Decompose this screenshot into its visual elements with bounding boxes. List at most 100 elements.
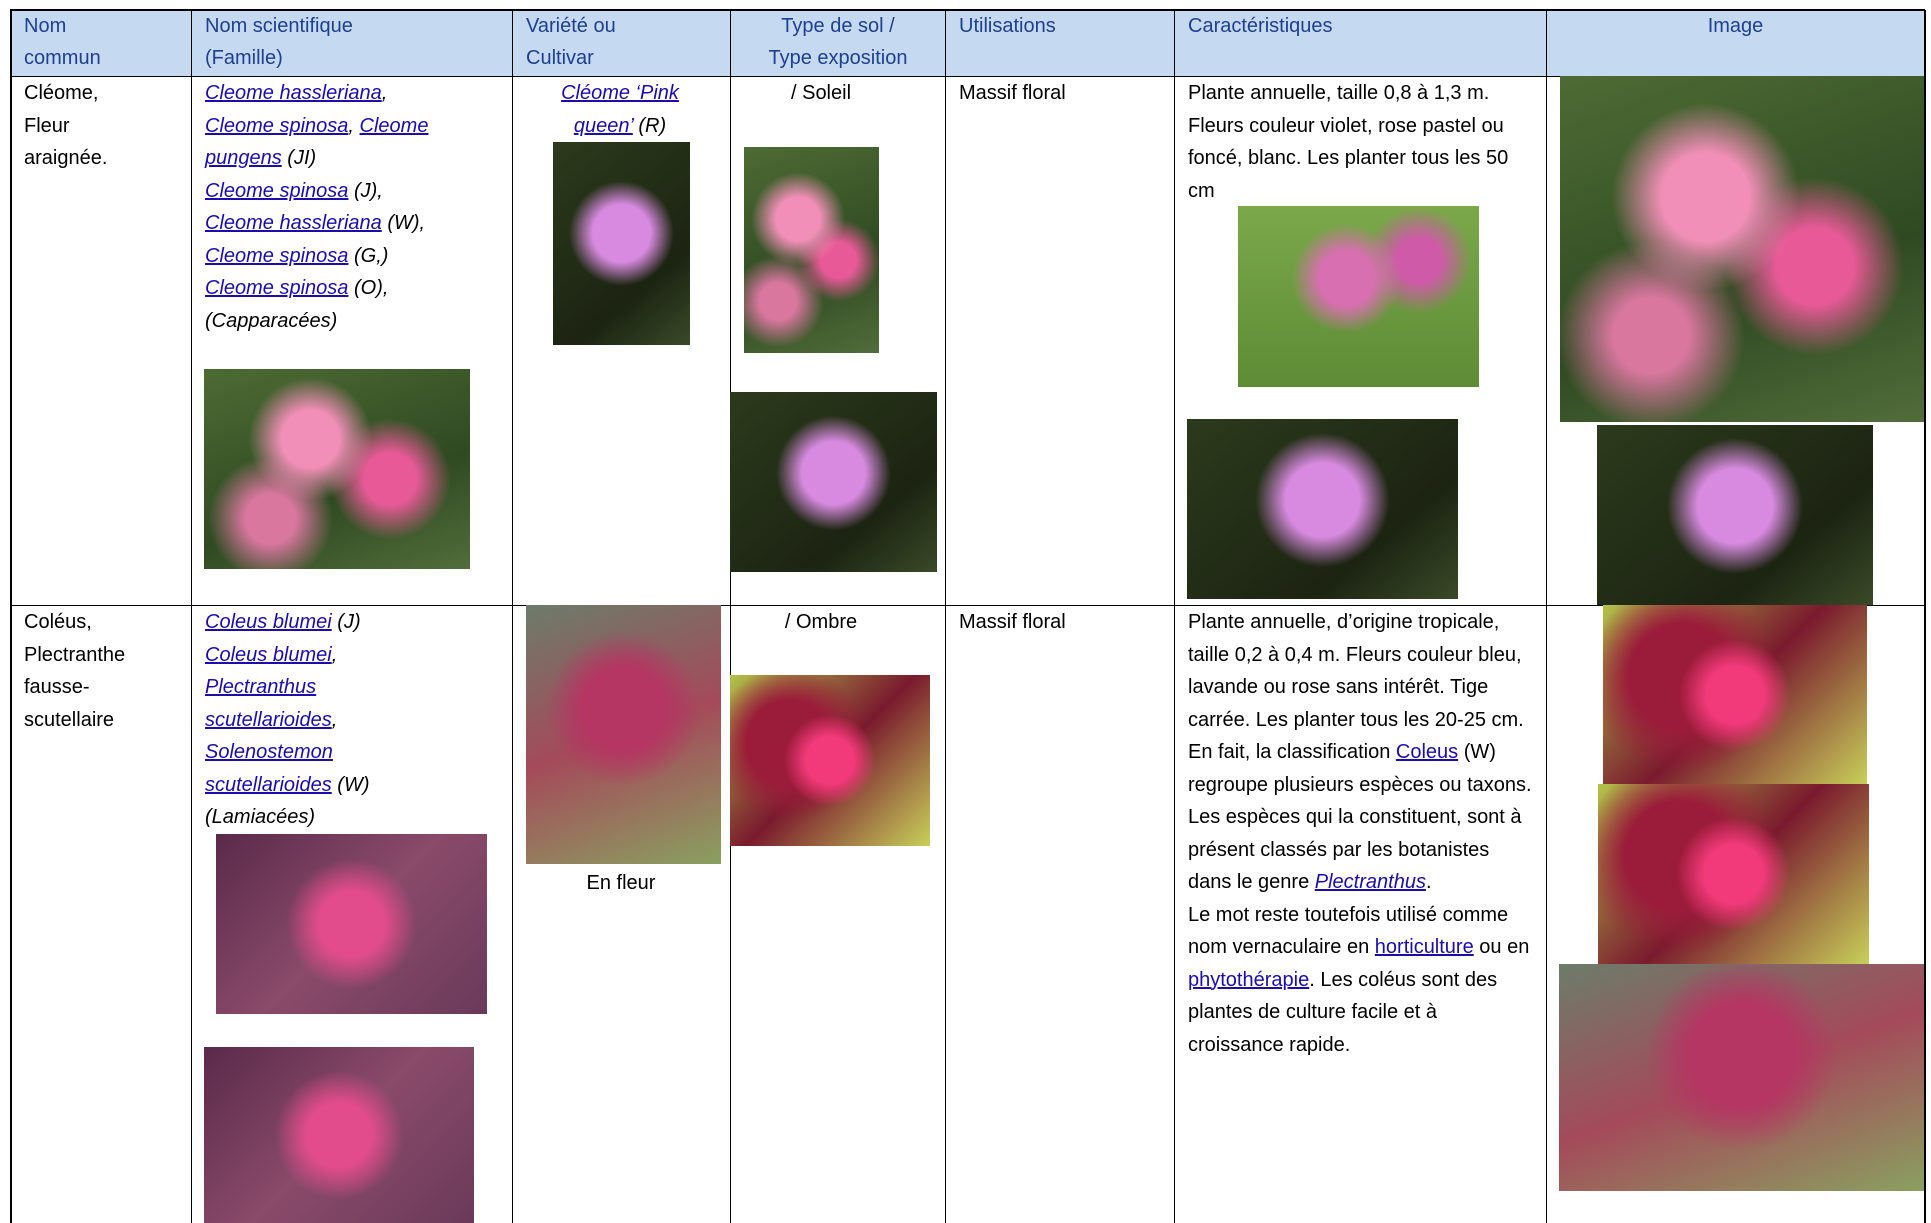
text: (W) regroupe plusieurs espèces ou taxons… [1188,741,1532,893]
text: fausse- [24,676,90,698]
soil: / Soleil [731,77,911,110]
text: / Soleil [790,82,852,104]
text: (J) [331,611,361,633]
border [10,10,12,1223]
plant-image [1603,605,1867,785]
link[interactable]: Plectranthus [1314,871,1426,893]
header-cell: Type de sol / Type exposition [731,10,945,74]
header-text: Nom [24,15,67,37]
plant-image [744,147,879,353]
header-cell: Utilisations [959,10,1169,42]
border [10,605,1925,606]
text: araignée. [24,147,108,169]
scientific-name: Coleus blumei (J) Coleus blumei, Plectrant… [205,606,415,834]
border [1546,10,1547,1223]
text: (Lamiacées) [205,806,316,828]
text: . [1425,871,1432,893]
link[interactable]: horticulture [1374,936,1474,958]
soil: / Ombre [731,606,911,639]
link[interactable]: Cleome spinosa [205,244,349,267]
plant-image [730,675,930,846]
header-text: Image [1707,15,1764,37]
header-cell: Nom scientifique (Famille) [205,10,505,74]
characteristics: Plante annuelle, taille 0,8 à 1,3 m. Fle… [1188,77,1533,207]
plant-image [204,1047,474,1223]
text: , [381,82,388,104]
border [945,10,946,1223]
text: scutellaire [24,708,115,731]
text: (G,) [348,244,389,267]
header-background [10,10,1925,76]
header-text: Type de sol / [781,15,895,37]
border [10,76,1925,77]
text: , [348,114,360,137]
plant-image [1559,964,1924,1191]
text: En fleur [586,872,656,894]
header-text: Cultivar [526,47,594,69]
link[interactable]: Cleome spinosa [205,179,349,202]
header-text: (Famille) [205,47,283,69]
text: Le mot reste toutefois utilisé comme nom… [1188,903,1509,959]
plant-image [204,369,470,569]
link[interactable]: Coleus blumei [205,643,332,666]
plant-image [216,834,487,1014]
link[interactable]: Cleome spinosa [205,114,349,137]
header-text: Variété ou [526,15,616,37]
text: Plectranthe [24,643,126,666]
border [191,10,192,1223]
text: (JI) [281,147,317,169]
header-text: Utilisations [959,15,1056,37]
uses: Massif floral [959,77,1169,110]
text: Massif floral [959,611,1066,633]
link[interactable]: Solenostemon scutellarioides [205,741,333,796]
text: / Ombre [784,611,858,633]
border [730,10,731,1223]
scientific-name: Cleome hassleriana, Cleome spinosa, Cleom… [205,77,475,337]
text: Cléome, [24,82,99,104]
text: (R) [632,114,667,137]
common-name: Coléus, Plectranthe fausse-scutellaire [24,606,184,736]
common-name: Cléome, Fleur araignée. [24,77,184,175]
link[interactable]: Cléome ‘Pink queen’ [561,82,679,137]
plant-image [1238,206,1479,387]
header-text: Caractéristiques [1188,15,1333,37]
text: Plante annuelle, taille 0,8 à 1,3 m. Fle… [1188,82,1509,202]
text: . Les coléus sont des plantes de culture… [1188,968,1498,1056]
text: Massif floral [959,82,1066,104]
text: Plante annuelle, d’origine tropicale, ta… [1188,611,1524,763]
text: (Capparacées) [205,309,338,332]
text: Fleur [24,114,70,137]
link[interactable]: Cleome hassleriana [205,82,382,104]
plant-image [730,392,937,572]
header-cell: Image [1547,10,1924,42]
border [10,9,1925,11]
variety: Cléome ‘Pink queen’ (R) [540,77,700,142]
uses: Massif floral [959,606,1169,639]
text: (W), [381,212,426,234]
link[interactable]: Coleus blumei [205,611,332,633]
border [512,10,513,1223]
header-text: commun [24,47,101,69]
header-text: Nom scientifique [205,15,353,37]
link[interactable]: Coleus [1395,741,1459,763]
link[interactable]: Plectranthus scutellarioides [205,676,332,731]
header-cell: Variété ou Cultivar [526,10,726,74]
plant-image [1597,425,1873,605]
link[interactable]: phytothérapie [1188,968,1310,991]
text: , [331,643,338,666]
plant-image [1560,76,1924,422]
link[interactable]: Cleome pungens [205,114,429,170]
plant-image [553,142,690,345]
link[interactable]: Cleome spinosa [205,277,349,299]
text: , [331,708,338,731]
header-cell: Nom commun [24,10,184,74]
text: (O), [348,277,389,299]
characteristics: Plante annuelle, d’origine tropicale, ta… [1188,606,1538,1061]
border [1924,10,1926,1223]
text: (W) [331,773,370,796]
header-text: Type exposition [768,47,908,69]
text: ou en [1473,936,1530,958]
border [1174,10,1175,1223]
link[interactable]: Cleome hassleriana [205,212,382,234]
